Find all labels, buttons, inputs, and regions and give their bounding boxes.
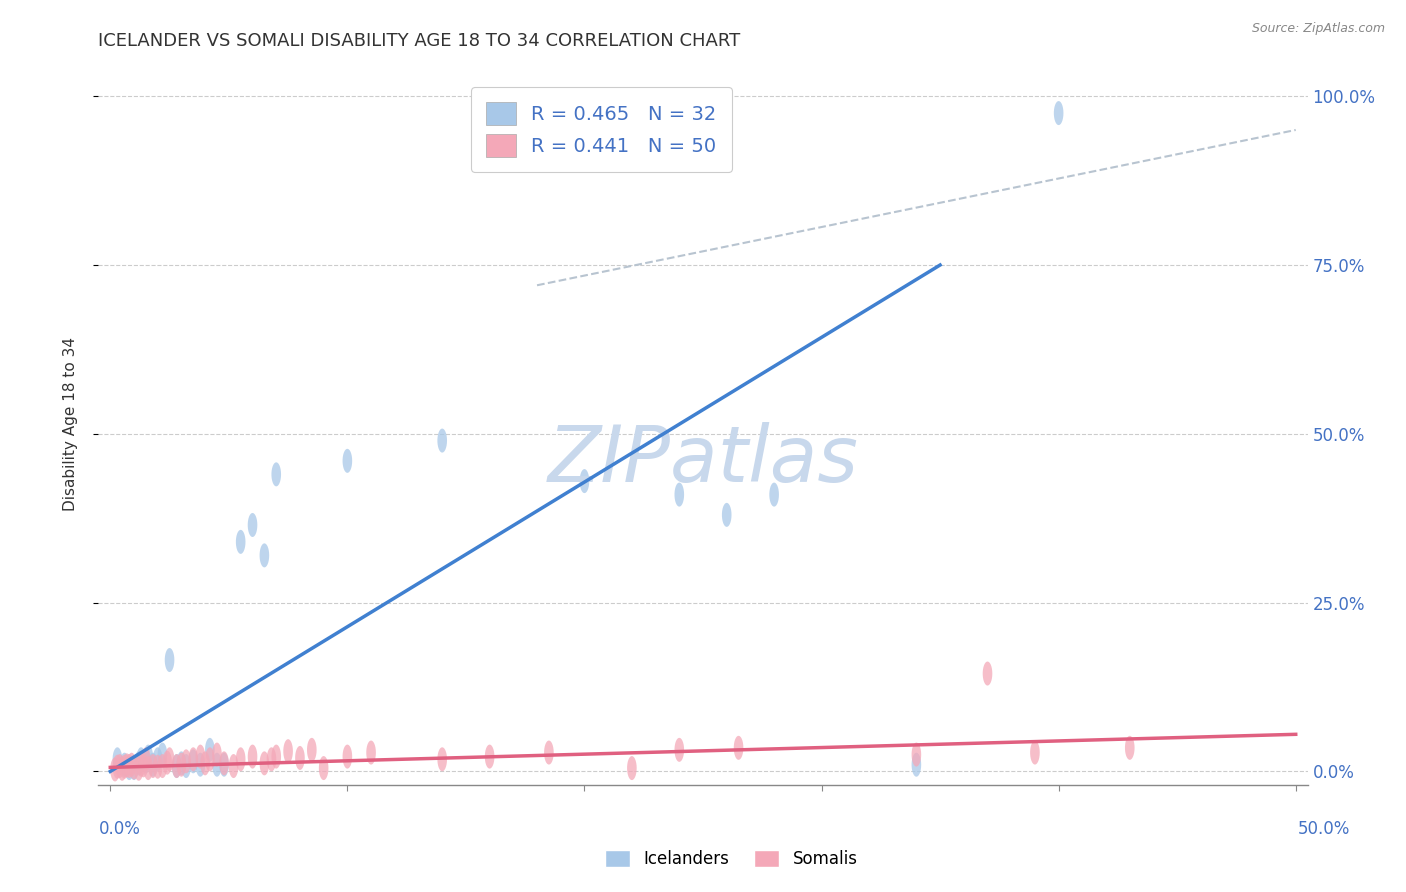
Point (277, 744, 299, 758)
Point (620, 761, 643, 775)
Point (360, 746, 382, 760)
Point (763, 487, 786, 501)
Text: 0.0%: 0.0% (98, 820, 141, 838)
Point (1119, 740, 1142, 755)
Point (135, 752, 157, 766)
Point (1024, 746, 1046, 760)
Point (128, 756, 150, 771)
Point (222, 759, 245, 773)
Point (146, 752, 169, 766)
Point (105, 760, 128, 774)
Point (159, 653, 181, 667)
Point (432, 752, 454, 766)
Point (212, 756, 235, 771)
Point (115, 758, 138, 772)
Point (122, 761, 145, 775)
Point (336, 454, 359, 468)
Point (668, 743, 690, 757)
Legend: Icelanders, Somalis: Icelanders, Somalis (598, 843, 865, 875)
Point (242, 749, 264, 764)
Point (198, 743, 221, 757)
Point (198, 752, 221, 766)
Point (104, 763, 127, 777)
Point (111, 762, 134, 776)
Point (152, 747, 174, 762)
Text: 50.0%: 50.0% (1298, 820, 1350, 838)
Point (190, 749, 212, 764)
Point (121, 757, 143, 772)
Text: Source: ZipAtlas.com: Source: ZipAtlas.com (1251, 22, 1385, 36)
Point (159, 752, 181, 766)
Point (668, 487, 690, 501)
Point (205, 747, 228, 762)
Point (716, 508, 738, 522)
Point (574, 474, 596, 488)
Point (194, 756, 217, 771)
Text: ICELANDER VS SOMALI DISABILITY AGE 18 TO 34 CORRELATION CHART: ICELANDER VS SOMALI DISABILITY AGE 18 TO… (98, 32, 741, 50)
Point (174, 759, 197, 773)
Point (727, 740, 749, 755)
Point (336, 749, 359, 764)
Point (1047, 106, 1070, 120)
Point (229, 534, 252, 549)
Point (537, 746, 560, 760)
Point (142, 757, 165, 772)
Point (288, 751, 311, 765)
Point (301, 743, 323, 757)
Point (976, 666, 998, 681)
Point (105, 752, 128, 766)
Point (152, 759, 174, 773)
Point (478, 749, 501, 764)
Point (253, 756, 276, 771)
Point (205, 757, 228, 772)
Point (114, 757, 136, 772)
Point (128, 762, 150, 776)
Point (146, 760, 169, 774)
Point (156, 756, 179, 770)
Point (142, 759, 165, 773)
Point (132, 758, 155, 772)
Point (122, 760, 145, 774)
Point (190, 757, 212, 772)
Point (135, 755, 157, 769)
Point (253, 549, 276, 563)
Point (905, 747, 928, 762)
Legend: R = 0.465   N = 32, R = 0.441   N = 50: R = 0.465 N = 32, R = 0.441 N = 50 (471, 87, 733, 172)
Point (264, 467, 287, 482)
Point (174, 755, 197, 769)
Point (905, 757, 928, 772)
Point (108, 759, 131, 773)
Point (170, 756, 193, 771)
Point (166, 759, 188, 773)
Point (312, 761, 335, 775)
Point (118, 761, 141, 775)
Point (129, 752, 152, 766)
Y-axis label: Disability Age 18 to 34: Disability Age 18 to 34 (63, 336, 77, 511)
Point (136, 761, 159, 775)
Point (242, 518, 264, 533)
Point (264, 749, 287, 764)
Point (260, 752, 283, 766)
Point (129, 757, 152, 772)
Point (181, 752, 204, 766)
Point (114, 760, 136, 774)
Point (118, 759, 141, 773)
Point (166, 759, 188, 773)
Point (229, 752, 252, 766)
Point (136, 749, 159, 764)
Point (181, 755, 204, 769)
Text: ZIPatlas: ZIPatlas (547, 422, 859, 498)
Point (170, 757, 193, 772)
Point (432, 434, 454, 448)
Point (212, 757, 235, 772)
